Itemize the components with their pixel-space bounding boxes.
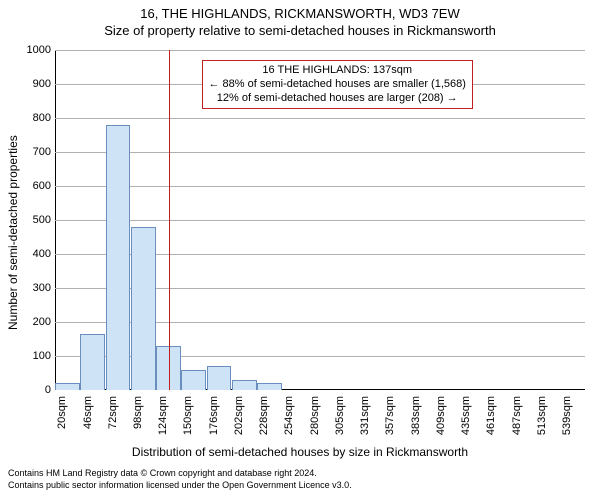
histogram-bar [207,366,232,390]
histogram-bar [80,334,105,390]
x-tick-label: 539sqm [561,396,573,436]
x-tick-label: 357sqm [384,396,396,436]
y-tick-label: 700 [19,146,51,158]
y-tick-label: 300 [19,282,51,294]
footer-attribution: Contains HM Land Registry data © Crown c… [8,468,352,491]
histogram-bar [232,380,257,390]
annotation-line: 12% of semi-detached houses are larger (… [209,92,466,106]
marker-line [169,50,170,390]
x-tick-label: 176sqm [208,396,220,436]
chart-subtitle: Size of property relative to semi-detach… [0,23,600,38]
grid-line [55,186,585,187]
grid-line [55,118,585,119]
y-axis-label: Number of semi-detached properties [6,135,20,330]
histogram-bar [55,383,80,390]
x-tick-label: 280sqm [309,396,321,436]
y-tick-label: 900 [19,78,51,90]
x-tick-label: 228sqm [258,396,270,436]
x-tick-label: 487sqm [511,396,523,436]
x-tick-label: 461sqm [485,396,497,436]
grid-line [55,152,585,153]
x-tick-label: 331sqm [359,396,371,436]
y-tick-label: 500 [19,214,51,226]
x-tick-label: 383sqm [410,396,422,436]
x-axis-label: Distribution of semi-detached houses by … [0,445,600,459]
y-tick-label: 200 [19,316,51,328]
x-tick-label: 254sqm [283,396,295,436]
annotation-box: 16 THE HIGHLANDS: 137sqm← 88% of semi-de… [202,60,473,109]
footer-line-2: Contains public sector information licen… [8,480,352,492]
grid-line [55,220,585,221]
annotation-line: ← 88% of semi-detached houses are smalle… [209,78,466,92]
x-tick-label: 46sqm [82,396,94,436]
y-tick-label: 800 [19,112,51,124]
x-tick-label: 513sqm [536,396,548,436]
x-tick-label: 72sqm [107,396,119,436]
y-tick-label: 600 [19,180,51,192]
chart-container: 16, THE HIGHLANDS, RICKMANSWORTH, WD3 7E… [0,0,600,500]
y-tick-label: 1000 [19,44,51,56]
annotation-line: 16 THE HIGHLANDS: 137sqm [209,64,466,78]
y-tick-label: 400 [19,248,51,260]
grid-line [55,50,585,51]
y-tick-label: 0 [19,384,51,396]
histogram-bar [131,227,156,390]
x-tick-label: 98sqm [132,396,144,436]
x-tick-label: 202sqm [233,396,245,436]
chart-title: 16, THE HIGHLANDS, RICKMANSWORTH, WD3 7E… [0,6,600,21]
x-tick-label: 124sqm [157,396,169,436]
x-tick-label: 20sqm [56,396,68,436]
x-tick-label: 150sqm [182,396,194,436]
x-tick-label: 435sqm [460,396,472,436]
histogram-bar [257,383,282,390]
footer-line-1: Contains HM Land Registry data © Crown c… [8,468,352,480]
y-tick-label: 100 [19,350,51,362]
histogram-bar [181,370,206,390]
x-tick-label: 409sqm [435,396,447,436]
plot-area: 16 THE HIGHLANDS: 137sqm← 88% of semi-de… [55,50,585,390]
x-tick-label: 305sqm [334,396,346,436]
histogram-bar [106,125,131,390]
